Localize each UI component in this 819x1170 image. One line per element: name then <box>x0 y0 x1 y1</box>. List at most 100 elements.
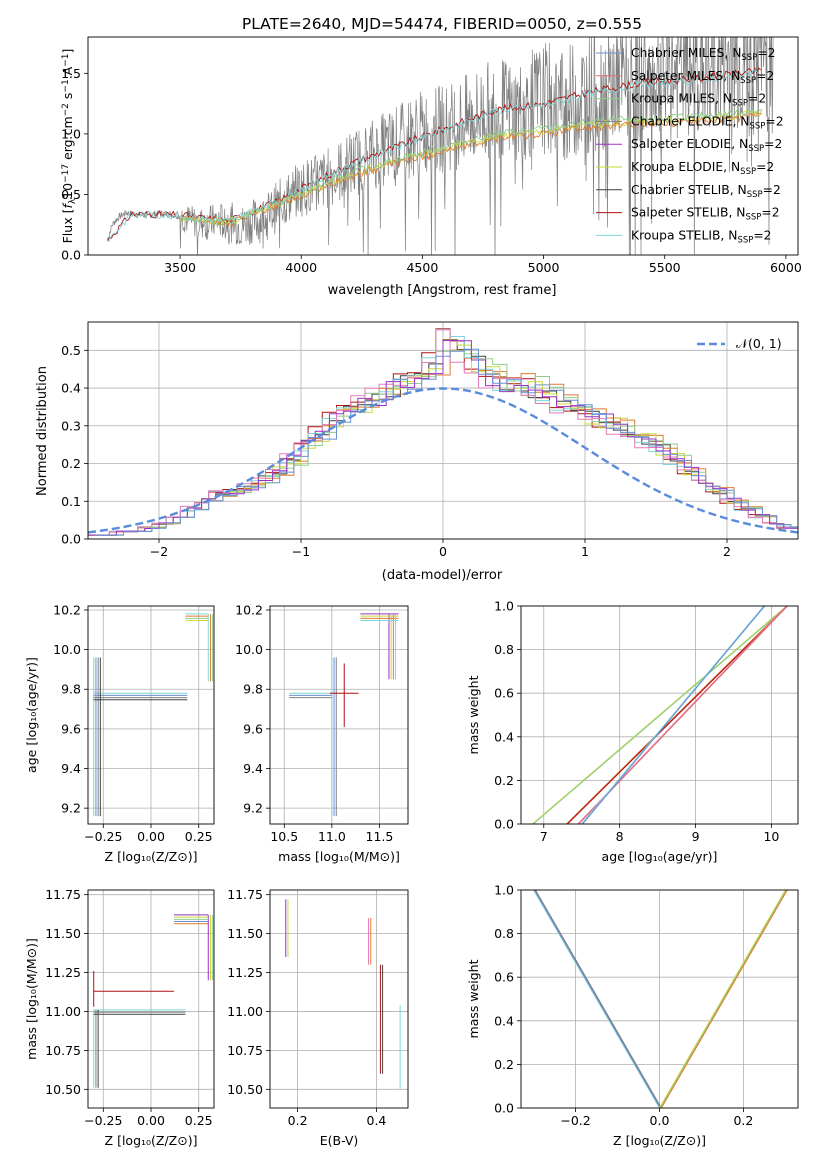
y-tick-label: 10.0 <box>235 642 263 657</box>
legend-label: Salpeter ELODIE, NSSP=2 <box>631 137 782 154</box>
figure-title: PLATE=2640, MJD=54474, FIBERID=0050, z=0… <box>242 15 642 33</box>
residuals-ylabel: Normed distribution <box>35 366 50 496</box>
age-vs-metallicity-plot: −0.25 0.00 0.25 9.2 9.4 9.6 9.8 10.0 10.2 Z [log₁… <box>24 602 215 864</box>
cumulative-line <box>566 606 787 824</box>
cumulative-line <box>582 606 766 824</box>
y-tick-label: 9.2 <box>243 801 263 816</box>
spectrum-ylabel: Flux [fλ10−17 erg cm−2 s−1 A−1] <box>60 49 78 244</box>
y-tick-label: 11.75 <box>45 887 81 902</box>
cumulative-line <box>533 890 660 1108</box>
x-tick-label: 2 <box>723 544 731 559</box>
x-tick-label: 9 <box>692 829 700 844</box>
x-tick-label: 0.00 <box>137 1113 165 1128</box>
age-vs-mass-plot: 10.5 11.0 11.5 9.2 9.4 9.6 9.8 10.0 10.2 mass [lo… <box>235 602 409 864</box>
y-axis-label: age [log₁₀(age/yr)] <box>24 657 39 773</box>
y-tick-label: 1.0 <box>61 126 81 141</box>
y-tick-label: 9.8 <box>61 682 81 697</box>
y-tick-label: 10.50 <box>227 1082 263 1097</box>
cumulative-line <box>659 890 787 1108</box>
x-tick-label: −1 <box>292 544 310 559</box>
x-tick-label: −0.2 <box>560 1113 590 1128</box>
cumulative-age-plot: 7 8 9 10 0.0 0.2 0.4 0.6 0.8 1.0 age [log₁₀(age/yr… <box>466 599 799 864</box>
model-spectrum-line <box>179 111 762 227</box>
x-axis-label: mass [log₁₀(M/M⊙)] <box>278 849 400 864</box>
y-tick-label: 0.5 <box>61 187 81 202</box>
plot-area <box>93 613 214 817</box>
y-axis-label: mass weight <box>466 675 481 754</box>
axes-frame <box>87 889 215 1109</box>
model-spectrum-line <box>107 69 762 243</box>
x-tick-label: 4000 <box>285 260 317 275</box>
x-tick-label: 11.0 <box>318 829 346 844</box>
plot-area <box>93 914 214 1088</box>
y-tick-label: 0.6 <box>494 970 514 985</box>
spectrum-plot: 3500 4000 4500 5000 5500 6000 0.0 0.5 1.0 1.5 <box>61 36 802 275</box>
x-tick-label: 0.25 <box>185 829 213 844</box>
x-tick-label: 0.2 <box>288 1113 308 1128</box>
plot-area <box>285 899 401 1090</box>
y-tick-label: 0.3 <box>61 418 81 433</box>
x-tick-label: −2 <box>150 544 168 559</box>
x-tick-label: 0.2 <box>733 1113 753 1128</box>
y-tick-label: 0.2 <box>494 773 514 788</box>
x-axis-label: Z [log₁₀(Z/Z⊙)] <box>105 1133 198 1148</box>
legend-label: Salpeter STELIB, NSSP=2 <box>631 206 780 223</box>
y-tick-label: 0.4 <box>494 1013 514 1028</box>
plot-area <box>107 37 774 255</box>
axes-frame <box>269 889 409 1109</box>
cumulative-line <box>659 890 786 1108</box>
x-tick-label: 0.25 <box>185 1113 213 1128</box>
cumulative-line <box>532 606 787 824</box>
x-tick-label: 3500 <box>164 260 196 275</box>
y-tick-label: 0.0 <box>494 817 514 832</box>
x-axis-label: Z [log₁₀(Z/Z⊙)] <box>105 849 198 864</box>
x-tick-label: 10 <box>763 829 779 844</box>
x-tick-label: 11.5 <box>366 829 394 844</box>
model-spectrum-line <box>179 108 763 227</box>
y-tick-label: 1.0 <box>494 599 514 614</box>
residuals-xlabel: (data-model)/error <box>382 568 503 583</box>
y-tick-label: 11.00 <box>45 1004 81 1019</box>
spectrum-xlabel: wavelength [Angstrom, rest frame] <box>328 283 557 298</box>
y-tick-label: 0.4 <box>61 381 81 396</box>
y-tick-label: 9.2 <box>61 801 81 816</box>
y-tick-label: 0.2 <box>61 456 81 471</box>
x-tick-label: 6000 <box>770 260 802 275</box>
x-tick-label: 4500 <box>406 260 438 275</box>
cumulative-line <box>534 890 661 1108</box>
x-tick-label: 10.5 <box>270 829 298 844</box>
x-axis-label: Z [log₁₀(Z/Z⊙)] <box>613 1133 706 1148</box>
y-tick-label: 0.4 <box>494 729 514 744</box>
y-tick-label: 10.2 <box>53 602 81 617</box>
x-tick-label: 8 <box>616 829 624 844</box>
legend-label: Chabrier ELODIE, NSSP=2 <box>631 114 784 131</box>
cumulative-line <box>581 606 765 824</box>
x-tick-label: −0.25 <box>84 1113 122 1128</box>
y-tick-label: 0.5 <box>61 343 81 358</box>
spectrum-legend: Chabrier MILES, NSSP=2 Salpeter MILES, NS… <box>596 46 784 245</box>
axes-frame <box>87 605 215 825</box>
y-tick-label: 1.5 <box>61 66 81 81</box>
residual-histogram-step <box>95 348 798 536</box>
y-tick-label: 11.00 <box>227 1004 263 1019</box>
x-tick-label: 5000 <box>528 260 560 275</box>
y-tick-label: 10.0 <box>53 642 81 657</box>
cumulative-line <box>534 890 662 1108</box>
axes-frame <box>269 605 409 825</box>
y-tick-label: 1.0 <box>494 883 514 898</box>
cumulative-line <box>660 890 788 1108</box>
legend-label: Kroupa ELODIE, NSSP=2 <box>631 160 774 177</box>
model-spectrum-line <box>179 108 762 227</box>
y-tick-label: 0.2 <box>494 1057 514 1072</box>
plot-area <box>532 606 788 824</box>
mass-vs-extinction-plot: 0.2 0.4 10.50 10.75 11.00 11.25 11.50 11.75 E(B-… <box>227 887 409 1148</box>
x-tick-label: −0.25 <box>84 829 122 844</box>
cumulative-line <box>567 606 788 824</box>
y-tick-label: 10.2 <box>235 602 263 617</box>
x-tick-label: 0.4 <box>367 1113 387 1128</box>
y-tick-label: 11.50 <box>45 926 81 941</box>
y-tick-label: 0.8 <box>494 642 514 657</box>
y-tick-label: 10.50 <box>45 1082 81 1097</box>
y-tick-label: 11.25 <box>227 965 263 980</box>
